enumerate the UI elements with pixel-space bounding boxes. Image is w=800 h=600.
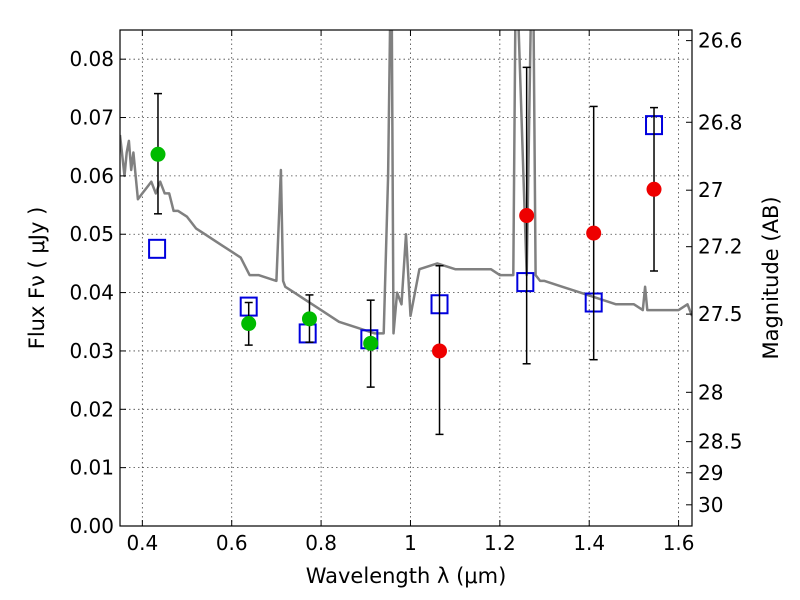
x-tick-label: 0.8 <box>305 531 337 555</box>
y2-tick-label: 28.5 <box>698 430 743 454</box>
data-point-circle <box>363 335 379 351</box>
y-tick-label: 0.06 <box>69 164 114 188</box>
y2-tick-label: 27.2 <box>698 235 743 259</box>
data-point-circle <box>241 316 257 332</box>
model-point-square <box>148 238 167 259</box>
x-tick-label: 0.4 <box>126 531 158 555</box>
y-tick-label: 0.00 <box>69 514 114 538</box>
y-tick-label: 0.03 <box>69 339 114 363</box>
data-point-circle <box>301 311 317 327</box>
x-tick-label: 1.6 <box>663 531 695 555</box>
y-tick-label: 0.05 <box>69 222 114 246</box>
data-point-circle <box>432 343 448 359</box>
data-layer <box>120 30 692 436</box>
plot-frame <box>119 29 693 527</box>
x-tick-label: 1.2 <box>484 531 516 555</box>
data-point-circle <box>519 208 535 224</box>
y-tick-label: 0.08 <box>69 47 114 71</box>
x-tick-label: 1.4 <box>573 531 605 555</box>
y-tick-label: 0.02 <box>69 397 114 421</box>
data-point-circle <box>646 181 662 197</box>
y2-tick-label: 27 <box>698 178 723 202</box>
y2-tick-label: 29 <box>698 461 723 485</box>
data-point-circle <box>586 225 602 241</box>
y2-tick-label: 26.8 <box>698 110 743 134</box>
x-tick-label: 0.6 <box>216 531 248 555</box>
y-tick-label: 0.04 <box>69 281 114 305</box>
model-point-square <box>516 272 535 293</box>
data-point-circle <box>150 146 166 162</box>
y2-tick-label: 26.6 <box>698 29 743 53</box>
model-point-square <box>298 323 317 344</box>
x-axis-label: Wavelength λ (μm) <box>306 564 507 588</box>
ticks: 0.4 0.6 0.8 1 1.2 1.4 1.6 0.00 0.01 0.02 0.03 0.04 0… <box>69 29 742 555</box>
y2-tick-label: 28 <box>698 380 723 404</box>
y-axis-label: Flux Fν ( μJy ) <box>25 207 49 350</box>
y-tick-label: 0.07 <box>69 106 114 130</box>
y-tick-label: 0.01 <box>69 456 114 480</box>
spectrum-line <box>120 30 692 335</box>
y2-tick-label: 27.5 <box>698 302 743 326</box>
y2-tick-label: 30 <box>698 493 723 517</box>
y2-axis-label: Magnitude (AB) <box>759 196 783 359</box>
grid <box>120 30 692 527</box>
x-tick-label: 1 <box>404 531 417 555</box>
